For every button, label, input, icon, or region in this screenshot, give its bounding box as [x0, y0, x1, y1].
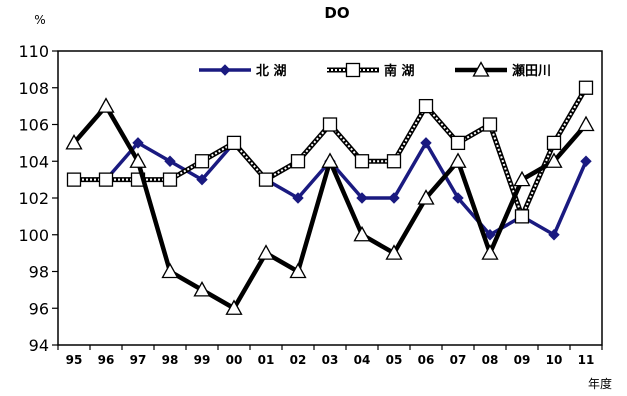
y-axis: 94 96 98 100 102 104 106 108 110 — [18, 42, 58, 355]
x-tick-label: 06 — [418, 353, 435, 367]
data-point-minamiko — [450, 135, 466, 151]
data-point-minamiko — [162, 172, 178, 187]
data-point-setagawa — [577, 115, 595, 132]
y-tick-label: 108 — [18, 79, 49, 98]
data-point-kitako — [548, 229, 560, 241]
x-tick-label: 96 — [98, 353, 115, 367]
data-point-kitako — [484, 229, 496, 241]
data-point-setagawa — [321, 152, 339, 168]
data-point-setagawa — [385, 244, 403, 260]
data-point-setagawa — [417, 189, 435, 205]
y-tick-label: 96 — [29, 299, 49, 318]
x-tick-label: 02 — [290, 353, 307, 367]
chart-title: DO — [324, 4, 349, 22]
x-tick-label: 00 — [226, 353, 243, 367]
data-point-kitako — [580, 155, 592, 167]
data-point-setagawa — [513, 170, 531, 187]
data-point-kitako — [132, 137, 144, 149]
legend-item-setagawa: 瀬田川 — [455, 61, 551, 79]
legend-marker-setagawa — [472, 61, 490, 77]
data-point-minamiko — [194, 154, 210, 169]
x-tick-label: 05 — [386, 353, 403, 367]
data-point-minamiko — [98, 172, 114, 187]
x-tick-label: 98 — [162, 353, 179, 367]
data-point-setagawa — [129, 152, 147, 168]
legend: 北 湖 南 湖 瀬田川 — [199, 61, 551, 79]
data-point-setagawa — [97, 97, 115, 113]
legend-label-kitako: 北 湖 — [256, 64, 287, 79]
x-axis-unit: 年度 — [588, 376, 612, 391]
series-minamiko — [66, 80, 594, 224]
data-point-setagawa — [257, 244, 275, 260]
data-point-minamiko — [482, 117, 498, 132]
data-point-minamiko — [578, 80, 594, 95]
y-tick-label: 106 — [18, 116, 49, 135]
data-point-setagawa — [449, 152, 467, 168]
series-layer — [65, 80, 595, 315]
y-axis-unit: % — [34, 13, 45, 27]
data-point-setagawa — [193, 281, 211, 297]
data-point-kitako — [196, 173, 208, 186]
data-point-setagawa — [289, 262, 307, 279]
data-point-minamiko — [546, 135, 562, 151]
data-point-minamiko — [226, 135, 242, 151]
x-tick-label: 03 — [322, 353, 339, 367]
data-point-minamiko — [418, 98, 434, 114]
data-point-kitako — [388, 192, 400, 204]
y-tick-label: 94 — [29, 336, 49, 355]
x-tick-label: 10 — [546, 353, 563, 367]
data-point-minamiko — [514, 209, 530, 224]
y-tick-label: 100 — [18, 226, 49, 245]
x-tick-label: 99 — [194, 353, 211, 367]
data-point-kitako — [164, 155, 176, 167]
plot-area-frame — [57, 50, 603, 346]
y-tick-label: 104 — [18, 152, 49, 171]
series-line-setagawa — [72, 103, 588, 311]
legend-label-minamiko: 南 湖 — [384, 63, 415, 79]
data-point-minamiko — [354, 154, 370, 169]
x-tick-label: 09 — [514, 353, 531, 367]
data-point-minamiko — [386, 154, 402, 169]
data-point-kitako — [356, 192, 368, 204]
data-point-kitako — [292, 192, 304, 204]
y-tick-label: 102 — [18, 189, 49, 208]
data-point-minamiko — [290, 154, 306, 169]
data-point-minamiko — [322, 117, 338, 132]
data-point-setagawa — [225, 299, 243, 315]
x-tick-label: 08 — [482, 353, 499, 367]
legend-item-minamiko: 南 湖 — [327, 62, 415, 79]
x-tick-label: 11 — [578, 353, 595, 367]
data-point-setagawa — [481, 244, 499, 260]
x-axis: 95 96 97 98 99 00 01 02 03 04 05 06 07 08 09 10 11 — [57, 345, 603, 367]
legend-marker-minamiko — [345, 62, 361, 78]
data-point-kitako — [420, 137, 432, 149]
series-setagawa — [65, 97, 595, 315]
x-tick-label: 95 — [66, 353, 83, 367]
x-tick-label: 97 — [130, 353, 147, 367]
x-tick-label: 07 — [450, 353, 467, 367]
data-point-minamiko — [258, 172, 274, 187]
x-tick-label: 01 — [258, 353, 275, 367]
data-point-minamiko — [66, 172, 82, 187]
data-point-kitako — [452, 192, 464, 204]
legend-item-kitako: 北 湖 — [199, 64, 287, 79]
data-point-setagawa — [353, 225, 371, 242]
data-point-setagawa — [161, 262, 179, 279]
data-point-setagawa — [65, 134, 83, 150]
data-point-setagawa — [545, 152, 563, 168]
legend-label-setagawa: 瀬田川 — [512, 63, 551, 79]
y-tick-label: 98 — [29, 263, 49, 282]
y-tick-label: 110 — [18, 42, 49, 61]
x-tick-label: 04 — [354, 353, 371, 367]
legend-marker-kitako — [219, 64, 231, 76]
